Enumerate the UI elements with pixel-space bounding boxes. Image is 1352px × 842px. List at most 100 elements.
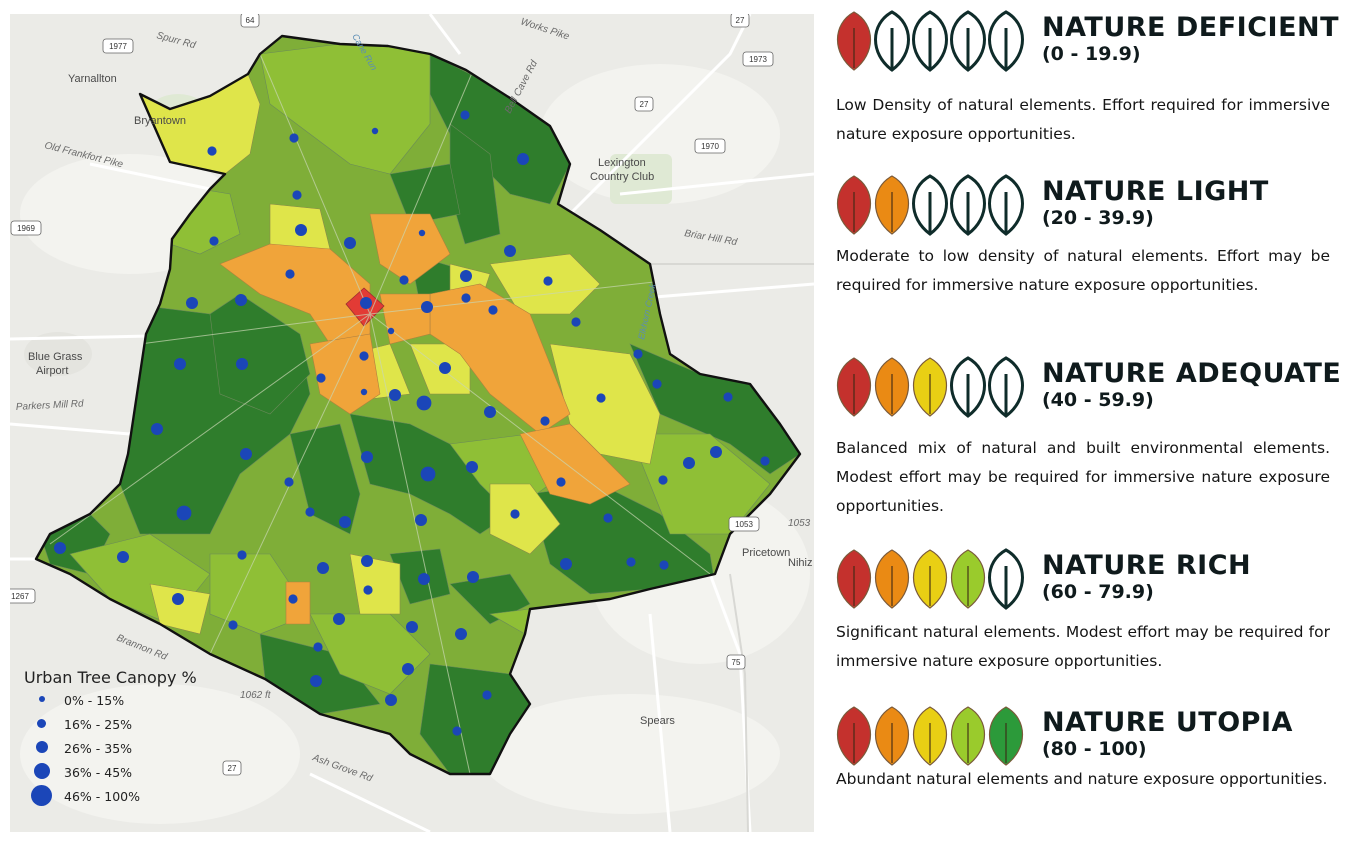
canopy-dot <box>339 516 351 528</box>
empty-leaf-icon <box>988 356 1024 418</box>
canopy-dot <box>387 327 395 335</box>
legend-label: 26% - 35% <box>64 741 133 756</box>
canopy-dot <box>626 557 636 567</box>
canopy-dot <box>207 146 217 156</box>
filled-leaf-icon <box>950 549 986 609</box>
canopy-dot <box>289 133 299 143</box>
canopy-dot <box>174 358 186 370</box>
place-label: Nihiz <box>788 557 812 569</box>
canopy-dot <box>658 475 668 485</box>
canopy-dot <box>760 456 770 466</box>
route-shield-icon: 1977 <box>102 38 134 54</box>
route-shield-icon: 27 <box>222 760 242 776</box>
canopy-dot <box>399 275 409 285</box>
canopy-dot <box>360 297 372 309</box>
canopy-dot <box>406 621 418 633</box>
filled-leaf-icon <box>874 706 910 766</box>
empty-leaf-icon <box>988 174 1024 236</box>
category-name: NATURE UTOPIA <box>1042 707 1293 738</box>
canopy-dot <box>484 406 496 418</box>
filled-leaf-icon <box>836 549 872 609</box>
empty-leaf-icon <box>988 548 1024 610</box>
route-shield-icon: 1267 <box>10 588 36 604</box>
canopy-legend: Urban Tree Canopy % 0% - 15% 16% - 25% 2… <box>24 668 244 810</box>
svg-text:1969: 1969 <box>17 224 35 233</box>
leaf-rating <box>836 8 1026 74</box>
canopy-dots <box>54 110 770 736</box>
category-range: (20 - 39.9) <box>1042 207 1154 229</box>
canopy-dot <box>659 560 669 570</box>
canopy-dot <box>460 110 470 120</box>
filled-leaf-icon <box>836 11 872 71</box>
category-description: Moderate to low density of natural eleme… <box>836 247 1330 294</box>
empty-leaf-icon <box>950 174 986 236</box>
canopy-dot <box>452 726 462 736</box>
legend-dot <box>31 785 52 806</box>
leaf-rating <box>836 703 1026 769</box>
route-shield-icon: 1973 <box>742 51 774 67</box>
category-description: Significant natural elements. Modest eff… <box>836 623 1330 670</box>
canopy-dot <box>295 224 307 236</box>
canopy-dot <box>363 585 373 595</box>
svg-text:1977: 1977 <box>109 42 127 51</box>
empty-leaf-icon <box>912 10 948 72</box>
canopy-dot <box>723 392 733 402</box>
canopy-dot <box>421 301 433 313</box>
canopy-dot <box>317 562 329 574</box>
canopy-dot <box>54 542 66 554</box>
canopy-dot <box>467 571 479 583</box>
svg-text:1973: 1973 <box>749 55 767 64</box>
place-label: Airport <box>36 365 68 377</box>
canopy-dot <box>344 237 356 249</box>
canopy-dot <box>596 393 606 403</box>
empty-leaf-icon <box>988 10 1024 72</box>
canopy-dot <box>285 269 295 279</box>
legend-label: 16% - 25% <box>64 717 133 732</box>
canopy-dot <box>389 389 401 401</box>
svg-text:64: 64 <box>246 16 255 25</box>
canopy-dot <box>540 416 550 426</box>
route-shield-icon: 1053 <box>728 516 760 532</box>
canopy-dot <box>359 351 369 361</box>
svg-text:1062 ft: 1062 ft <box>240 690 272 701</box>
canopy-dot <box>461 293 471 303</box>
filled-leaf-icon <box>912 357 948 417</box>
canopy-dot <box>402 663 414 675</box>
canopy-dot <box>633 349 643 359</box>
legend-dot <box>37 719 46 728</box>
svg-text:27: 27 <box>640 100 649 109</box>
legend-dot <box>34 763 50 779</box>
filled-leaf-icon <box>836 357 872 417</box>
canopy-dot <box>288 594 298 604</box>
canopy-dot <box>418 573 430 585</box>
place-label: Yarnallton <box>68 73 117 85</box>
legend-dot <box>36 741 48 753</box>
svg-text:1053: 1053 <box>735 520 753 529</box>
place-label: Pricetown <box>742 547 790 559</box>
canopy-dot <box>172 593 184 605</box>
legend-dot <box>39 696 45 702</box>
canopy-dot <box>151 423 163 435</box>
canopy-dot <box>117 551 129 563</box>
route-shield-icon: 64 <box>240 14 260 28</box>
canopy-dot <box>418 229 426 237</box>
filled-leaf-icon <box>836 706 872 766</box>
canopy-dot <box>652 379 662 389</box>
category-name: NATURE ADEQUATE <box>1042 358 1342 389</box>
canopy-dot <box>416 395 432 411</box>
canopy-dot <box>313 642 323 652</box>
leaf-rating <box>836 172 1026 238</box>
filled-leaf-icon <box>912 549 948 609</box>
empty-leaf-icon <box>874 10 910 72</box>
canopy-dot <box>228 620 238 630</box>
canopy-dot <box>683 457 695 469</box>
empty-leaf-icon <box>912 174 948 236</box>
category-range: (40 - 59.9) <box>1042 389 1154 411</box>
canopy-dot <box>466 461 478 473</box>
filled-leaf-icon <box>836 175 872 235</box>
route-shield-icon: 27 <box>730 14 750 28</box>
route-shield-icon: 1970 <box>694 138 726 154</box>
canopy-dot <box>237 550 247 560</box>
category-range: (80 - 100) <box>1042 738 1147 760</box>
svg-text:1970: 1970 <box>701 142 719 151</box>
